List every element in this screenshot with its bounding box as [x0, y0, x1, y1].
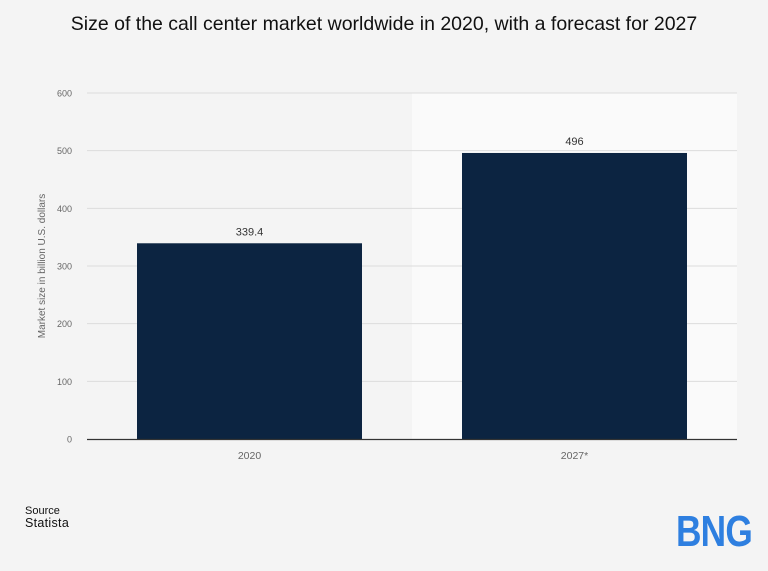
y-tick-label: 400 — [57, 204, 72, 214]
logo-text: BNG — [676, 507, 752, 550]
x-tick-label: 2020 — [238, 450, 262, 462]
y-tick-label: 300 — [57, 262, 72, 272]
data-label: 339.4 — [236, 226, 264, 238]
y-tick-label: 0 — [67, 435, 72, 445]
y-tick-label: 500 — [57, 146, 72, 156]
x-tick-label: 2027* — [561, 450, 588, 462]
y-axis-label: Market size in billion U.S. dollars — [37, 194, 48, 339]
bar-chart: 0 100 200 300 400 500 600 339.4 2020 496 2027* Mark… — [37, 89, 737, 462]
source-name: Statista — [25, 516, 70, 530]
bar — [137, 243, 362, 439]
source-label: Source — [25, 505, 60, 517]
bar — [462, 152, 687, 439]
y-tick-label: 600 — [57, 89, 72, 99]
y-tick-label: 200 — [57, 319, 72, 329]
chart-title: Size of the call center market worldwide… — [70, 13, 698, 35]
y-tick-label: 100 — [57, 377, 72, 387]
bng-logo: BNG — [676, 507, 753, 550]
data-label: 496 — [565, 136, 583, 148]
